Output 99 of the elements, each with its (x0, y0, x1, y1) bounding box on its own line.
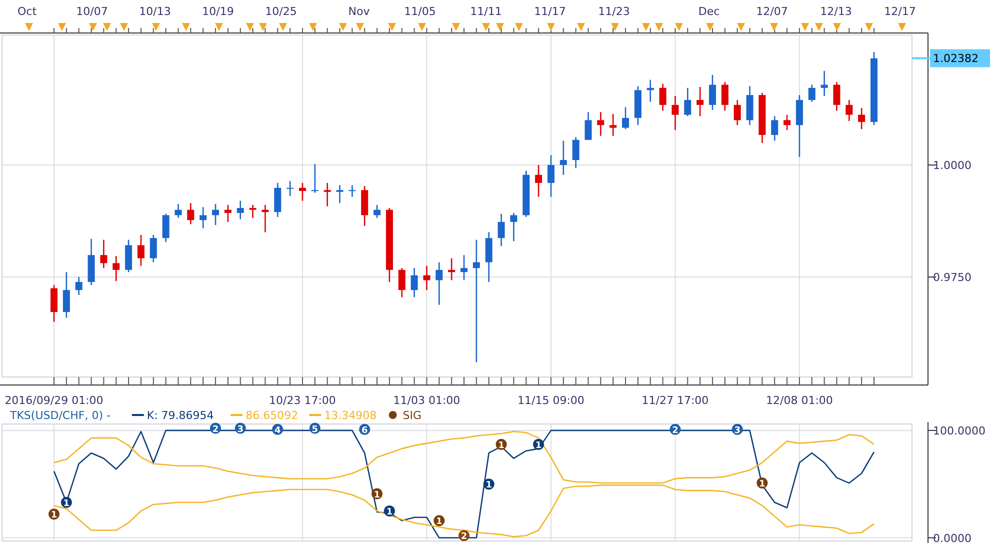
candlestick (510, 212, 518, 242)
candlestick (286, 180, 294, 197)
candlestick (100, 239, 108, 269)
annotation: 3 (734, 426, 740, 436)
candlestick (846, 99, 853, 122)
candlestick (62, 271, 70, 318)
text: 12/07 (756, 5, 788, 18)
annotation: 1 (486, 480, 492, 491)
candlestick (535, 164, 542, 198)
candlestick (212, 203, 220, 226)
candlestick (162, 213, 170, 243)
x-tick-label: 10/23 17:00 (269, 394, 336, 407)
annotation: 2 (672, 426, 678, 436)
legend-label: K: 79.86954 (146, 409, 214, 422)
y-tick-label: 0.0000 (933, 532, 972, 545)
candlestick (460, 254, 468, 281)
text: 12/13 (820, 5, 852, 18)
candlestick (833, 81, 840, 112)
x-tick-label: 11/27 17:00 (642, 394, 709, 407)
candlestick (187, 202, 194, 225)
legend-label: 86.65092 (246, 409, 298, 422)
annotation: 1 (50, 510, 58, 521)
annotation: 1 (498, 440, 504, 451)
x-tick-label: 2016/09/29 01:00 (4, 394, 104, 407)
candlestick (200, 206, 207, 229)
y-tick-label: 100.0000 (933, 424, 986, 438)
candlestick (236, 200, 244, 220)
candlestick (410, 267, 418, 298)
text: 10/13 (139, 5, 171, 18)
annotation: 2 (212, 424, 219, 435)
candlestick (311, 163, 318, 194)
annotation: 1 (386, 507, 393, 518)
text: 10/25 (265, 5, 297, 18)
candlestick (374, 204, 381, 219)
candlestick (684, 87, 692, 117)
candlestick (472, 239, 480, 363)
candlestick (734, 99, 741, 126)
candlestick (622, 106, 630, 130)
text: 12/17 (884, 5, 916, 18)
x-tick-label: 11/15 09:00 (518, 394, 584, 407)
legend-label: 13.34908 (324, 409, 377, 422)
text: 10/19 (202, 5, 234, 18)
candlestick (584, 111, 592, 141)
candlestick (348, 184, 356, 198)
candlestick (820, 70, 828, 97)
annotation: 1 (759, 480, 766, 490)
text: 11/17 (534, 5, 566, 18)
candlestick (436, 262, 443, 306)
candlestick (150, 234, 157, 263)
annotation: 1 (436, 517, 442, 528)
candlestick (547, 154, 554, 198)
candlestick (659, 83, 666, 112)
text: 11/05 (404, 5, 436, 18)
y-tick-label: 0.9750 (933, 271, 972, 284)
annotation: 2 (460, 532, 468, 542)
candlestick (597, 111, 604, 136)
candlestick (137, 234, 144, 266)
candlestick (174, 203, 182, 219)
candlestick (708, 74, 716, 111)
annotation: 1 (63, 498, 70, 509)
candlestick (398, 267, 406, 298)
annotation: 1 (374, 490, 380, 500)
candlestick (672, 95, 679, 131)
text: Nov (348, 5, 370, 18)
candlestick (784, 114, 791, 131)
annotation: 4 (274, 426, 281, 436)
candlestick (112, 255, 120, 282)
annotation: 6 (361, 426, 368, 436)
candlestick (423, 265, 430, 291)
text: Dec (698, 5, 720, 18)
ref-line-label: 1.02382 (933, 52, 978, 66)
candlestick (858, 107, 866, 130)
candlestick (610, 113, 617, 136)
candlestick (721, 81, 728, 112)
text: 11/23 (598, 5, 630, 18)
candlestick (50, 284, 58, 323)
text: Oct (17, 5, 38, 18)
text: 11/11 (470, 5, 502, 18)
candlestick (249, 204, 256, 219)
text: 10/07 (76, 5, 108, 18)
candlestick (324, 182, 331, 207)
candlestick (808, 84, 816, 102)
candlestick (336, 184, 344, 204)
chart-title: TKS(USD/CHF, 0) - (9, 409, 110, 422)
candlestick (75, 276, 82, 296)
annotation: 5 (312, 424, 318, 435)
annotation: 1 (535, 440, 542, 451)
x-tick-label: 12/08 01:00 (766, 394, 833, 407)
legend-label: SIG (402, 409, 422, 422)
candlestick (224, 204, 232, 223)
candlestick (498, 213, 505, 247)
candlestick (560, 140, 567, 176)
candlestick (696, 86, 704, 117)
y-tick-label: 1.0000 (933, 158, 972, 172)
annotation: 3 (237, 424, 244, 435)
candlestick (572, 136, 580, 169)
candlestick (298, 182, 306, 202)
candlestick (771, 115, 778, 142)
x-tick-label: 11/03 01:00 (393, 394, 460, 407)
